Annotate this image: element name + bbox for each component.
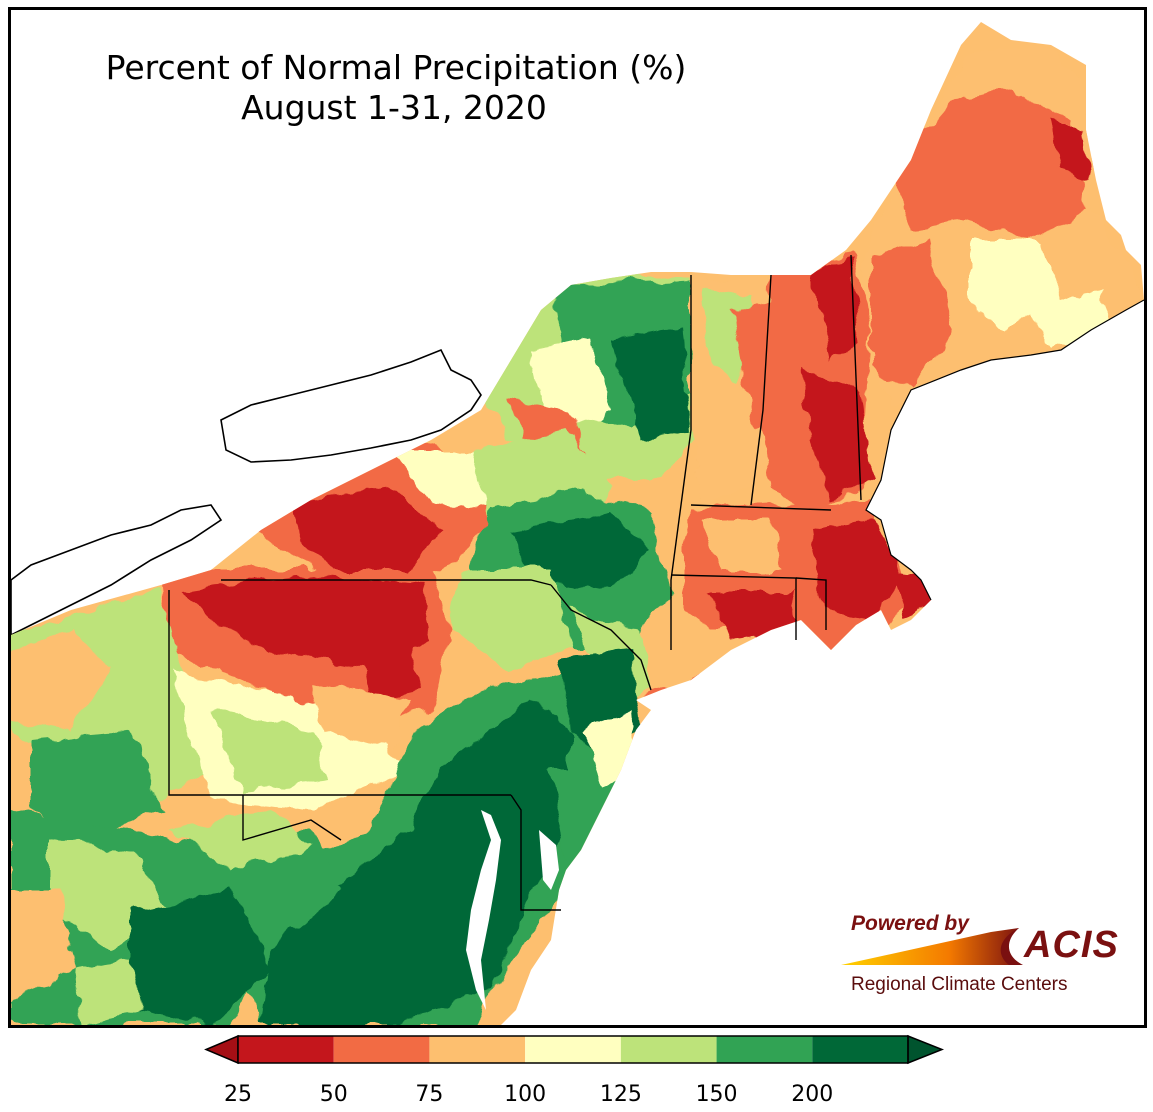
- map-subtitle: August 1-31, 2020: [241, 88, 547, 127]
- colorbar-tick-label: 75: [415, 1082, 444, 1107]
- coastline: [865, 299, 1144, 601]
- rcc-text: Regional Climate Centers: [851, 974, 1068, 995]
- map-title: Percent of Normal Precipitation (%): [105, 48, 687, 87]
- colorbar-over-arrow: [907, 1034, 945, 1065]
- state-boundaries: [168, 254, 862, 911]
- colorbar-segment: [429, 1036, 526, 1063]
- colorbar-segment: [238, 1036, 334, 1063]
- map-frame: Percent of Normal Precipitation (%) Augu…: [8, 7, 1147, 1028]
- colorbar-tick-label: 200: [791, 1082, 834, 1107]
- colorbar: [204, 1034, 945, 1065]
- acis-logo: Powered by ACIS Regional Climate Centers: [841, 910, 1131, 1005]
- colorbar-segment: [812, 1036, 908, 1063]
- lake-erie: [11, 504, 223, 636]
- precipitation-map: [11, 10, 1144, 1025]
- acis-wordmark: ACIS: [1024, 924, 1119, 966]
- delaware-bay: [539, 830, 559, 890]
- colorbar-tick-label: 100: [504, 1082, 547, 1107]
- lake-ontario: [220, 348, 482, 463]
- colorbar-tick-label: 125: [599, 1082, 642, 1107]
- colorbar-tick-label: 50: [319, 1082, 348, 1107]
- colorbar-segment: [525, 1036, 621, 1063]
- chesapeake-bay: [466, 810, 501, 1010]
- colorbar-border: [237, 1035, 909, 1064]
- colorbar-tick-label: 150: [695, 1082, 738, 1107]
- colorbar-legend: 25 50 75 100 125 150 200: [200, 1030, 950, 1110]
- colorbar-segment: [333, 1036, 430, 1063]
- acis-swoosh-icon: [841, 928, 1023, 965]
- colorbar-segment: [716, 1036, 813, 1063]
- colorbar-under-arrow: [204, 1034, 239, 1065]
- colorbar-segment: [620, 1036, 717, 1063]
- colorbar-tick-label: 25: [224, 1082, 252, 1107]
- powered-by-text: Powered by: [851, 912, 969, 935]
